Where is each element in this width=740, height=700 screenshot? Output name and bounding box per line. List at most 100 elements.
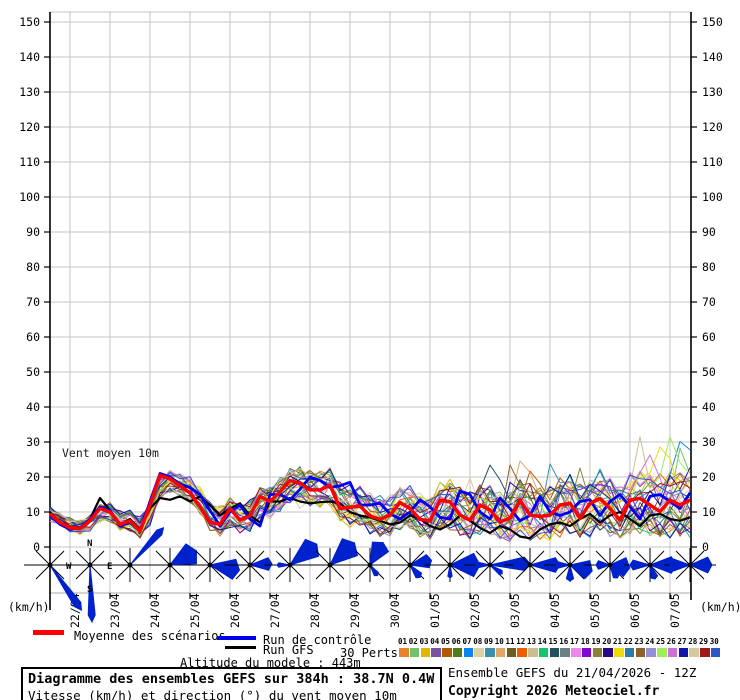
wind-rose-petal	[595, 560, 612, 570]
y-tick-label-left: 150	[19, 15, 40, 29]
x-date-label: 06/05	[628, 593, 642, 628]
y-tick-label-left: 70	[26, 295, 40, 309]
ensemble-member-line	[49, 464, 691, 540]
x-date-label: 04/05	[548, 593, 562, 628]
pert-color-swatch	[538, 648, 549, 657]
x-date-label: 25/04	[188, 593, 202, 628]
pert-number: 05	[440, 637, 451, 646]
pert-number: 22	[623, 637, 633, 646]
y-tick-label-left: 20	[26, 470, 40, 484]
legend-control-line-swatch	[217, 636, 256, 640]
pert-color-swatch	[678, 648, 688, 657]
wind-rose-petal	[649, 563, 659, 580]
pert-color-swatch	[474, 648, 484, 657]
wind-rose-center	[647, 562, 653, 568]
pert-color-swatch	[581, 648, 592, 657]
pert-number: 23	[634, 637, 644, 646]
wind-rose-petal	[208, 558, 241, 580]
pert-color-swatch	[592, 648, 602, 657]
y-tick-label-left: 10	[26, 505, 40, 519]
y-tick-label-right: 30	[702, 435, 716, 449]
pert-number: 08	[473, 637, 483, 646]
wind-rose-petal	[49, 564, 83, 611]
mean-line	[48, 473, 691, 534]
wind-rose-petal	[629, 559, 652, 571]
pert-color-swatch	[442, 648, 452, 657]
pert-number: 06	[451, 637, 461, 646]
y-tick-label-left: 60	[26, 330, 40, 344]
pert-color-swatch	[452, 648, 463, 657]
wind-rose-center	[407, 562, 413, 568]
pert-color-swatch	[657, 648, 667, 657]
wind-rose-center	[567, 562, 573, 568]
y-tick-label-left: 80	[26, 260, 40, 274]
pert-color-swatch	[710, 648, 721, 657]
pert-color-swatch	[614, 648, 624, 657]
wind-rose-petal	[688, 556, 713, 574]
pert-number: 21	[612, 637, 623, 646]
y-tick-label-right: 110	[702, 155, 723, 169]
y-tick-label-left: 130	[19, 85, 40, 99]
y-tick-label-right: 80	[702, 260, 716, 274]
compass-label-s: S	[87, 585, 92, 595]
wind-rose-center	[447, 562, 453, 568]
pert-color-swatch	[431, 648, 441, 657]
ensemble-member-line	[49, 471, 691, 541]
pert-color-swatch	[463, 648, 473, 657]
pert-number: 14	[537, 637, 547, 646]
x-date-label: 01/05	[428, 593, 442, 628]
model-altitude-label: Altitude du modele : 443m	[180, 656, 361, 670]
wind-rose-petal	[408, 563, 423, 579]
wind-rose-petal	[369, 564, 380, 577]
chart-inner-label: Vent moyen 10m	[62, 446, 159, 460]
pert-color-swatch	[517, 648, 527, 657]
pert-color-swatch	[528, 648, 538, 657]
pert-number: 25	[655, 637, 666, 646]
wind-rose-petal	[609, 563, 620, 579]
pert-number: 01	[397, 637, 408, 646]
pert-number: 04	[430, 637, 440, 646]
wind-rose-center	[127, 562, 133, 568]
pert-number: 12	[516, 637, 526, 646]
x-date-label: 23/04	[108, 593, 122, 628]
wind-rose-petal	[513, 561, 531, 569]
unit-label-left: (km/h)	[8, 600, 50, 614]
wind-rose-center	[167, 562, 173, 568]
wind-rose-center	[607, 562, 613, 568]
run-info-label: Ensemble GEFS du 21/04/2026 - 12Z	[448, 665, 697, 680]
pert-number: 10	[494, 637, 504, 646]
y-tick-label-left: 140	[19, 50, 40, 64]
wind-rose-petal	[565, 563, 575, 582]
ensemble-member-line	[49, 436, 691, 537]
pert-color-swatch	[485, 648, 495, 657]
compass-label-w: W	[66, 562, 72, 572]
y-tick-label-left: 0	[33, 540, 40, 554]
wind-rose-petal	[447, 564, 453, 579]
y-tick-label-left: 90	[26, 225, 40, 239]
pert-color-swatch	[560, 648, 570, 657]
pert-number: 19	[591, 637, 601, 646]
wind-rose-petal	[408, 554, 433, 569]
pert-number: 18	[580, 637, 590, 646]
wind-rose-petal	[555, 561, 572, 569]
wind-rose-center	[287, 562, 293, 568]
wind-rose-petal	[369, 541, 390, 567]
pert-number: 07	[462, 637, 472, 646]
y-tick-label-right: 70	[702, 295, 716, 309]
pert-number: 27	[677, 637, 687, 646]
y-tick-label-right: 60	[702, 330, 716, 344]
pert-number: 17	[569, 637, 580, 646]
pert-color-swatch	[495, 648, 506, 657]
legend-perts-label: 30 Perts.	[340, 646, 406, 660]
y-tick-label-left: 100	[19, 190, 40, 204]
y-tick-label-left: 120	[19, 120, 40, 134]
y-tick-label-left: 110	[19, 155, 40, 169]
wind-rose-center	[87, 562, 93, 568]
wind-rose-center	[207, 562, 213, 568]
pert-number: 28	[688, 637, 698, 646]
pert-color-swatch	[399, 648, 409, 657]
ensemble-member-line	[49, 480, 691, 538]
y-tick-label-right: 100	[702, 190, 723, 204]
